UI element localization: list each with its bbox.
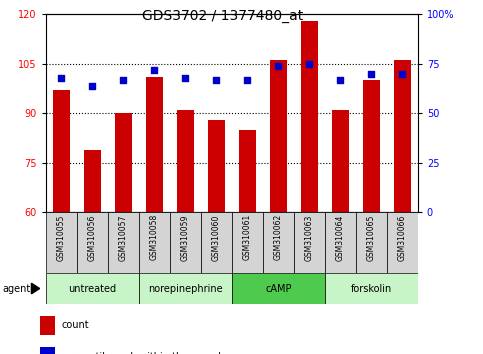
Bar (40, 316, 55, 335)
Bar (170, 212, 201, 273)
Bar (332, 110, 349, 212)
Bar (232, 273, 325, 304)
Bar (270, 61, 287, 212)
Bar (146, 77, 163, 212)
Bar (232, 212, 263, 273)
Bar (84, 150, 101, 212)
Bar (294, 212, 325, 273)
Text: GSM310059: GSM310059 (181, 214, 190, 261)
Point (182, 75, 189, 80)
Text: GSM310062: GSM310062 (274, 214, 283, 261)
Text: GSM310063: GSM310063 (305, 214, 314, 261)
Point (274, 63, 282, 69)
Text: cAMP: cAMP (265, 284, 292, 293)
Text: GSM310060: GSM310060 (212, 214, 221, 261)
Text: GSM310055: GSM310055 (57, 214, 66, 261)
Bar (356, 212, 387, 273)
Text: untreated: untreated (68, 284, 116, 293)
Bar (46, 212, 77, 273)
Text: GSM310058: GSM310058 (150, 214, 159, 261)
Point (305, 61, 313, 67)
Bar (394, 61, 411, 212)
Bar (53, 90, 70, 212)
Text: norepinephrine: norepinephrine (148, 284, 223, 293)
Bar (208, 120, 225, 212)
Point (119, 77, 127, 82)
Bar (139, 212, 170, 273)
Text: GSM310066: GSM310066 (398, 214, 407, 261)
Bar (387, 212, 418, 273)
Point (57, 75, 65, 80)
Point (337, 77, 344, 82)
Bar (263, 212, 294, 273)
Point (88, 83, 96, 88)
Bar (201, 212, 232, 273)
Text: GSM310057: GSM310057 (119, 214, 128, 261)
Bar (363, 80, 380, 212)
Text: GDS3702 / 1377480_at: GDS3702 / 1377480_at (142, 9, 303, 23)
Polygon shape (31, 283, 40, 294)
Bar (115, 113, 132, 212)
Text: agent: agent (2, 284, 30, 293)
Text: GSM310061: GSM310061 (243, 214, 252, 261)
Bar (46, 273, 139, 304)
Text: count: count (62, 320, 89, 330)
Bar (40, 348, 55, 354)
Text: GSM310065: GSM310065 (367, 214, 376, 261)
Bar (77, 212, 108, 273)
Point (213, 77, 220, 82)
Bar (139, 273, 232, 304)
Point (243, 77, 251, 82)
Bar (325, 273, 418, 304)
Text: GSM310056: GSM310056 (88, 214, 97, 261)
Bar (239, 130, 256, 212)
Point (398, 71, 406, 76)
Text: forskolin: forskolin (351, 284, 392, 293)
Bar (177, 110, 194, 212)
Bar (325, 212, 356, 273)
Bar (301, 21, 318, 212)
Point (368, 71, 375, 76)
Bar (108, 212, 139, 273)
Text: percentile rank within the sample: percentile rank within the sample (62, 352, 227, 354)
Point (151, 67, 158, 73)
Text: GSM310064: GSM310064 (336, 214, 345, 261)
